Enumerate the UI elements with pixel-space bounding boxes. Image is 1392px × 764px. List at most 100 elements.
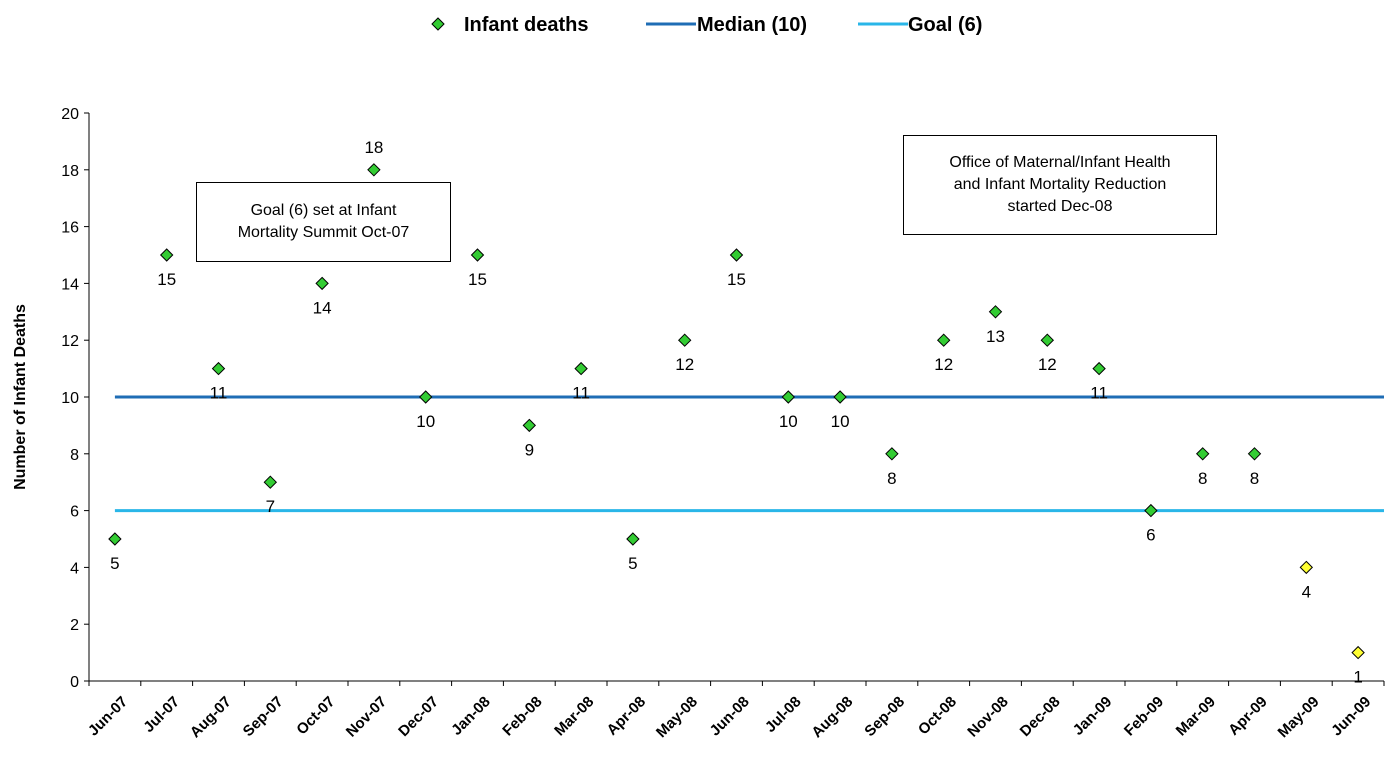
data-point-marker bbox=[988, 305, 1003, 319]
x-tick-label: Sep-07 bbox=[240, 693, 287, 740]
x-tick-label: May-08 bbox=[653, 693, 701, 741]
y-tick-label: 10 bbox=[61, 390, 79, 407]
data-label: 7 bbox=[266, 497, 275, 516]
data-label: 5 bbox=[628, 554, 637, 573]
data-point-marker bbox=[781, 390, 796, 404]
x-tick-label: Feb-09 bbox=[1121, 693, 1167, 739]
x-tick-label: Mar-09 bbox=[1173, 693, 1219, 739]
x-tick-label: Jan-09 bbox=[1070, 693, 1116, 739]
y-tick-label: 16 bbox=[61, 220, 79, 237]
data-label: 4 bbox=[1302, 582, 1311, 601]
data-point-marker bbox=[1351, 645, 1365, 660]
data-label: 8 bbox=[1250, 469, 1259, 488]
data-label: 14 bbox=[313, 298, 332, 317]
data-label: 15 bbox=[727, 270, 746, 289]
x-tick-label: Dec-08 bbox=[1017, 693, 1064, 740]
data-point-marker bbox=[211, 361, 226, 376]
x-tick-label: Mar-08 bbox=[551, 693, 597, 739]
data-point-marker bbox=[1040, 333, 1055, 347]
data-points bbox=[108, 163, 1365, 660]
data-point-marker bbox=[470, 248, 485, 262]
x-tick-label: Feb-08 bbox=[499, 693, 545, 739]
data-label: 12 bbox=[1038, 355, 1057, 374]
data-point-marker bbox=[1299, 560, 1314, 575]
data-label: 5 bbox=[110, 554, 119, 573]
data-point-marker bbox=[108, 532, 122, 546]
annotation-goal-line-1: Goal (6) set at Infant bbox=[250, 202, 397, 219]
x-tick-label: Jul-08 bbox=[762, 693, 805, 736]
data-label: 6 bbox=[1146, 526, 1155, 545]
annotation-office-line-1: Office of Maternal/Infant Health bbox=[949, 154, 1171, 171]
data-label: 11 bbox=[572, 384, 590, 403]
x-tick-label: Jun-08 bbox=[707, 693, 753, 739]
data-point-marker bbox=[1195, 447, 1210, 461]
data-point-marker bbox=[418, 390, 433, 404]
annotation-goal-line-2: Mortality Summit Oct-07 bbox=[237, 224, 410, 241]
data-point-marker bbox=[626, 532, 640, 546]
x-tick-label: Dec-07 bbox=[395, 693, 442, 740]
data-point-marker bbox=[833, 390, 847, 404]
data-label: 10 bbox=[779, 412, 798, 431]
data-label: 13 bbox=[986, 327, 1005, 346]
annotation-office-line-2: and Infant Mortality Reduction bbox=[953, 176, 1167, 193]
data-label: 8 bbox=[887, 469, 896, 488]
legend-infant-deaths-label: Infant deaths bbox=[464, 14, 588, 36]
data-point-marker bbox=[729, 248, 744, 262]
y-tick-label: 2 bbox=[70, 617, 79, 634]
y-tick-label: 4 bbox=[70, 560, 79, 577]
y-tick-label: 8 bbox=[70, 447, 79, 464]
data-point-marker bbox=[885, 447, 899, 461]
y-tick-label: 12 bbox=[61, 333, 79, 350]
data-point-marker bbox=[159, 248, 174, 262]
data-label: 10 bbox=[831, 412, 850, 431]
x-tick-label: Aug-08 bbox=[808, 693, 856, 741]
data-point-marker bbox=[522, 418, 537, 433]
x-tick-label: Sep-08 bbox=[861, 693, 908, 740]
data-label: 15 bbox=[468, 270, 487, 289]
data-label: 18 bbox=[364, 138, 383, 157]
data-label: 10 bbox=[416, 412, 435, 431]
data-label: 9 bbox=[525, 440, 534, 459]
data-point-marker bbox=[1144, 503, 1158, 518]
data-point-marker bbox=[574, 361, 588, 376]
reference-lines bbox=[114, 395, 1384, 513]
x-tick-label: Aug-07 bbox=[187, 693, 235, 741]
data-point-marker bbox=[677, 333, 692, 347]
data-label: 12 bbox=[934, 355, 953, 374]
x-tick-label: Oct-08 bbox=[915, 693, 960, 738]
x-tick-label: May-09 bbox=[1275, 693, 1323, 741]
x-tick-label: Oct-07 bbox=[293, 693, 338, 738]
data-label: 11 bbox=[210, 384, 228, 403]
legend-median-label: Median (10) bbox=[697, 14, 807, 36]
x-tick-label: Apr-08 bbox=[604, 693, 650, 739]
y-tick-label: 14 bbox=[61, 276, 79, 293]
y-tick-label: 0 bbox=[70, 674, 79, 691]
annotation-goal-set: Goal (6) set at Infant Mortality Summit … bbox=[196, 182, 451, 262]
y-tick-label: 6 bbox=[70, 504, 79, 521]
data-label: 1 bbox=[1353, 668, 1362, 687]
data-label: 8 bbox=[1198, 469, 1207, 488]
x-tick-label: Jan-08 bbox=[448, 693, 494, 739]
x-tick-label: Apr-09 bbox=[1225, 693, 1271, 739]
legend-goal-label: Goal (6) bbox=[908, 14, 982, 36]
annotation-office-line-3: started Dec-08 bbox=[1007, 198, 1113, 215]
legend-infant-deaths-marker bbox=[431, 17, 445, 31]
data-label: 11 bbox=[1090, 384, 1108, 403]
data-label: 15 bbox=[157, 270, 176, 289]
data-point-marker bbox=[1092, 361, 1106, 376]
y-tick-label: 20 bbox=[61, 106, 79, 123]
x-tick-label: Jun-07 bbox=[85, 693, 131, 739]
data-label: 12 bbox=[675, 355, 694, 374]
data-point-marker bbox=[263, 475, 278, 489]
x-tick-label: Nov-07 bbox=[343, 693, 390, 740]
x-tick-label: Jul-07 bbox=[140, 693, 183, 736]
data-point-marker bbox=[367, 163, 381, 177]
x-tick-label: Jun-09 bbox=[1328, 693, 1374, 739]
y-axis-title: Number of Infant Deaths bbox=[12, 304, 29, 490]
data-point-marker bbox=[315, 276, 329, 291]
data-labels: 5 15 11 7 14 18 10 15 9 11 5 12 15 10 10 8 12 13 12 11 6 8 8 4 1 bbox=[110, 138, 1363, 687]
data-point-marker bbox=[936, 333, 951, 347]
legend: Infant deaths Median (10) Goal (6) bbox=[431, 14, 982, 36]
